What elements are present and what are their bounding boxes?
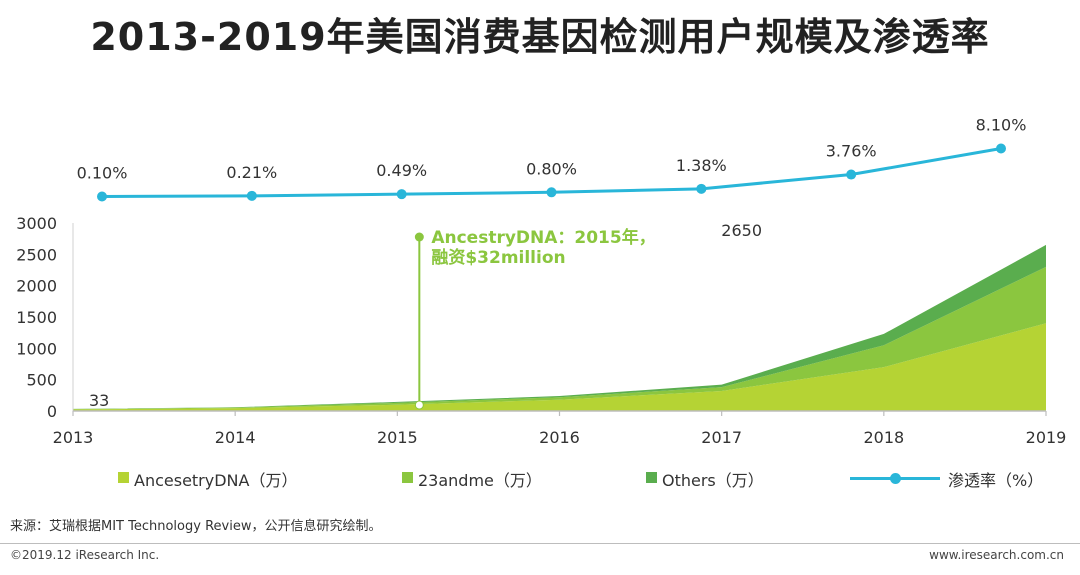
penetration-point: [846, 169, 857, 180]
legend-swatch-ancestrydna: [118, 472, 129, 483]
legend-label-penetration: 渗透率（%）: [948, 471, 1044, 490]
penetration-point: [246, 190, 257, 201]
penetration-label: 0.21%: [226, 163, 277, 182]
area-series-0: [73, 323, 1046, 411]
copyright-text: ©2019.12 iResearch Inc.: [10, 548, 160, 562]
website-text: www.iresearch.com.cn: [929, 548, 1064, 562]
x-tick-label: 2018: [863, 428, 904, 447]
penetration-point: [696, 183, 707, 194]
data-label: 33: [89, 391, 109, 410]
y-tick-label: 500: [26, 371, 57, 390]
area-series-1: [73, 266, 1046, 410]
y-tick-label: 2500: [16, 245, 57, 264]
x-tick-label: 2016: [539, 428, 580, 447]
legend-penetration: 渗透率（%）: [850, 467, 1080, 490]
y-tick-label: 1500: [16, 308, 57, 327]
penetration-label: 0.10%: [77, 164, 128, 183]
y-tick-label: 1000: [16, 339, 57, 358]
annotation-text-line1: AncestryDNA：2015年，: [431, 227, 655, 248]
annotation-text-line2: 融资$32million: [431, 247, 565, 268]
penetration-point: [97, 191, 107, 202]
penetration-label: 0.80%: [526, 159, 577, 178]
legend-label-ancestrydna: AncesetryDNA（万）: [134, 471, 298, 490]
legend-swatch-23andme: [402, 472, 413, 483]
x-tick-label: 2015: [377, 428, 418, 447]
y-tick-label: 0: [47, 402, 57, 421]
annotation-dot-top: [414, 232, 424, 242]
penetration-point: [396, 189, 407, 200]
penetration-point: [996, 143, 1006, 154]
x-tick-label: 2014: [215, 428, 256, 447]
footer-divider: [0, 543, 1080, 544]
legend-label-23andme: 23andme（万）: [418, 471, 542, 490]
data-label: 2650: [721, 221, 762, 240]
x-tick-label: 2017: [701, 428, 742, 447]
chart-title: 2013-2019年美国消费基因检测用户规模及渗透率: [90, 15, 990, 59]
source-note: 来源：艾瑞根据MIT Technology Review，公开信息研究绘制。: [10, 519, 382, 534]
penetration-label: 3.76%: [826, 142, 877, 161]
annotation-dot-bottom: [414, 400, 424, 410]
chart-svg: 0 500 1000 1500 2000 2500 3000 2013 2014 2015 2016…: [16, 116, 1067, 448]
x-tick-label: 2019: [1026, 428, 1067, 447]
legend-label-others: Others（万）: [662, 471, 764, 490]
penetration-label: 8.10%: [976, 116, 1027, 135]
y-tick-label: 2000: [16, 277, 57, 296]
penetration-point: [546, 187, 557, 198]
penetration-label: 0.49%: [376, 161, 427, 180]
penetration-label: 1.38%: [676, 156, 727, 175]
legend-swatch-others: [646, 472, 657, 483]
legend-dot-penetration: [890, 473, 901, 484]
y-tick-label: 3000: [16, 214, 57, 233]
x-tick-label: 2013: [53, 428, 94, 447]
